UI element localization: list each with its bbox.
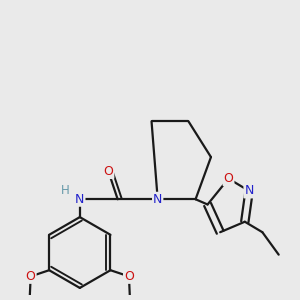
Text: O: O [124,270,134,283]
Text: O: O [26,270,36,283]
Text: O: O [103,165,113,178]
Text: N: N [153,193,162,206]
Text: N: N [75,193,85,206]
Text: O: O [224,172,233,185]
Text: N: N [244,184,254,197]
Text: H: H [61,184,70,196]
